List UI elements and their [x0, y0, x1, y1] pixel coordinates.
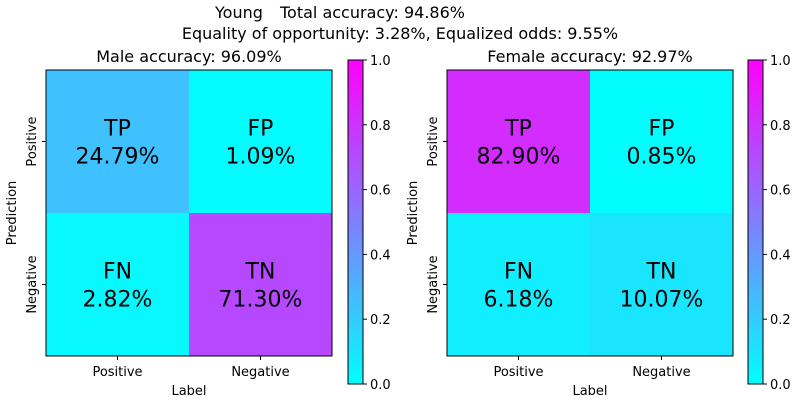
- suptitle-group: Young: [214, 3, 263, 22]
- cell-code: FP: [649, 117, 675, 142]
- colorbar-tick-label: 1.0: [770, 54, 791, 69]
- colorbar-tick-label: 1.0: [370, 54, 391, 69]
- cell-code: TN: [646, 260, 677, 285]
- cell-value-label: 0.85%: [627, 145, 697, 170]
- cell-fn: [46, 213, 189, 356]
- x-tick-label: Positive: [92, 365, 142, 380]
- colorbar-tick-label: 0.2: [370, 313, 391, 328]
- matrix-title: Female accuracy: 92.97%: [487, 47, 692, 66]
- cell-fn: [447, 213, 590, 356]
- cell-code: FP: [248, 117, 274, 142]
- cell-value-label: 10.07%: [620, 288, 704, 313]
- cell-tn: [590, 213, 733, 356]
- colorbar-tick-label: 0.8: [370, 119, 391, 134]
- colorbar-tick-label: 0.6: [370, 184, 391, 199]
- y-tick-label: Negative: [426, 255, 441, 313]
- cell-code: TN: [245, 260, 276, 285]
- cell-code: TP: [103, 117, 131, 142]
- y-axis-label: Prediction: [406, 181, 421, 246]
- colorbar: [347, 59, 364, 385]
- colorbar-tick-label: 0.4: [370, 248, 391, 263]
- x-tick-label: Positive: [493, 365, 543, 380]
- cell-value-label: 1.09%: [226, 145, 296, 170]
- x-tick-label: Negative: [231, 365, 289, 380]
- cell-fp: [189, 70, 332, 213]
- cell-tn: [189, 213, 332, 356]
- confusion-matrix-1: Male accuracy: 96.09% TP 24.79% FP 1.09% FN 2.…: [5, 47, 391, 399]
- x-axis-label: Label: [572, 384, 607, 399]
- y-tick-label: Negative: [25, 255, 40, 313]
- plot-frame: [446, 69, 734, 357]
- x-axis-label: Label: [171, 384, 206, 399]
- colorbar: [747, 59, 764, 385]
- cell-code: FN: [504, 260, 533, 285]
- cell-value-label: 82.90%: [477, 145, 561, 170]
- cell-tp: [447, 70, 590, 213]
- colorbar-tick-label: 0.4: [770, 248, 791, 263]
- colorbar-tick-label: 0.0: [370, 378, 391, 393]
- cell-value-label: 24.79%: [76, 145, 160, 170]
- cell-tp: [46, 70, 189, 213]
- colorbar-tick-label: 0.8: [770, 119, 791, 134]
- suptitle-fairness: Equality of opportunity: 3.28%, Equalize…: [182, 24, 618, 43]
- x-tick-label: Negative: [632, 365, 690, 380]
- cell-value-label: 2.82%: [83, 288, 153, 313]
- cell-code: TP: [504, 117, 532, 142]
- y-tick-label: Positive: [426, 116, 441, 166]
- plot-frame: [45, 69, 333, 357]
- cell-value-label: 71.30%: [219, 288, 303, 313]
- matrix-title: Male accuracy: 96.09%: [96, 47, 282, 66]
- suptitle-total: Total accuracy: 94.86%: [279, 3, 465, 22]
- y-tick-label: Positive: [25, 116, 40, 166]
- confusion-matrix-2: Female accuracy: 92.97% TP 82.90% FP 0.85% FN…: [406, 47, 791, 399]
- colorbar-tick-label: 0.0: [770, 378, 791, 393]
- cell-value-label: 6.18%: [484, 288, 554, 313]
- colorbar-tick-label: 0.2: [770, 313, 791, 328]
- colorbar-tick-label: 0.6: [770, 184, 791, 199]
- cell-code: FN: [103, 260, 132, 285]
- cell-fp: [590, 70, 733, 213]
- y-axis-label: Prediction: [5, 181, 20, 246]
